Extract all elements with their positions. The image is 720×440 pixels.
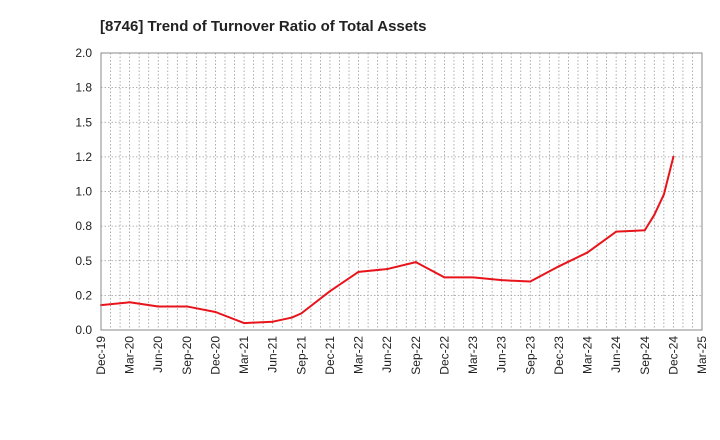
data-point bbox=[653, 214, 656, 217]
data-point bbox=[414, 261, 417, 264]
x-tick-label: Jun-22 bbox=[380, 336, 394, 373]
y-tick-label: 0.5 bbox=[75, 254, 92, 268]
data-point bbox=[128, 301, 131, 304]
data-point bbox=[472, 276, 475, 279]
x-tick-label: Sep-24 bbox=[638, 336, 652, 375]
data-point bbox=[157, 305, 160, 308]
data-point bbox=[214, 310, 217, 313]
x-tick-label: Jun-23 bbox=[495, 336, 509, 373]
data-point bbox=[300, 312, 303, 315]
y-tick-label: 0.0 bbox=[75, 323, 92, 337]
x-tick-label: Mar-20 bbox=[123, 336, 137, 374]
x-tick-label: Mar-22 bbox=[352, 336, 366, 374]
x-tick-label: Dec-23 bbox=[552, 336, 566, 375]
x-tick-label: Sep-22 bbox=[409, 336, 423, 375]
series-line bbox=[100, 155, 675, 325]
x-tick-label: Mar-24 bbox=[581, 336, 595, 374]
x-tick-label: Sep-21 bbox=[294, 336, 308, 375]
grid-lines bbox=[100, 52, 703, 331]
x-tick-label: Mar-25 bbox=[695, 336, 709, 374]
x-axis-ticks: Dec-19 Mar-20 Jun-20 Sep-20 Dec-20 Mar-21 Jun-… bbox=[94, 336, 709, 375]
y-tick-label: 0.2 bbox=[75, 288, 92, 302]
data-point bbox=[290, 316, 293, 319]
data-point bbox=[662, 193, 665, 196]
data-point bbox=[529, 280, 532, 283]
chart-title: [8746] Trend of Turnover Ratio of Total … bbox=[100, 18, 426, 35]
x-tick-label: Jun-24 bbox=[609, 336, 623, 373]
series-group bbox=[100, 155, 675, 325]
y-tick-label: 0.8 bbox=[75, 219, 92, 233]
data-point bbox=[357, 270, 360, 273]
x-tick-label: Sep-23 bbox=[523, 336, 537, 375]
x-tick-label: Dec-20 bbox=[208, 336, 222, 375]
x-tick-label: Jun-20 bbox=[151, 336, 165, 373]
y-tick-label: 1.8 bbox=[75, 81, 92, 95]
y-tick-label: 1.2 bbox=[75, 150, 92, 164]
y-axis-ticks: 0.0 0.2 0.5 0.8 1.0 1.2 1.5 1.8 2.0 bbox=[75, 46, 92, 337]
data-point bbox=[557, 265, 560, 268]
x-tick-label: Dec-21 bbox=[323, 336, 337, 375]
y-tick-label: 2.0 bbox=[75, 46, 92, 60]
data-point bbox=[443, 276, 446, 279]
data-point bbox=[586, 251, 589, 254]
x-tick-label: Dec-24 bbox=[666, 336, 680, 375]
y-tick-label: 1.0 bbox=[75, 185, 92, 199]
plot-area-frame bbox=[100, 52, 703, 331]
data-point bbox=[500, 279, 503, 282]
data-point bbox=[643, 229, 646, 232]
x-tick-label: Jun-21 bbox=[266, 336, 280, 373]
data-point bbox=[386, 268, 389, 271]
data-point bbox=[243, 322, 246, 325]
x-tick-label: Mar-21 bbox=[237, 336, 251, 374]
x-tick-label: Dec-19 bbox=[94, 336, 108, 375]
data-point bbox=[672, 155, 675, 158]
x-tick-label: Dec-22 bbox=[437, 336, 451, 375]
y-tick-label: 1.5 bbox=[75, 115, 92, 129]
data-point bbox=[328, 290, 331, 293]
x-tick-label: Mar-23 bbox=[466, 336, 480, 374]
x-tick-label: Sep-20 bbox=[180, 336, 194, 375]
data-point bbox=[185, 305, 188, 308]
data-point bbox=[271, 320, 274, 323]
data-point bbox=[615, 230, 618, 233]
